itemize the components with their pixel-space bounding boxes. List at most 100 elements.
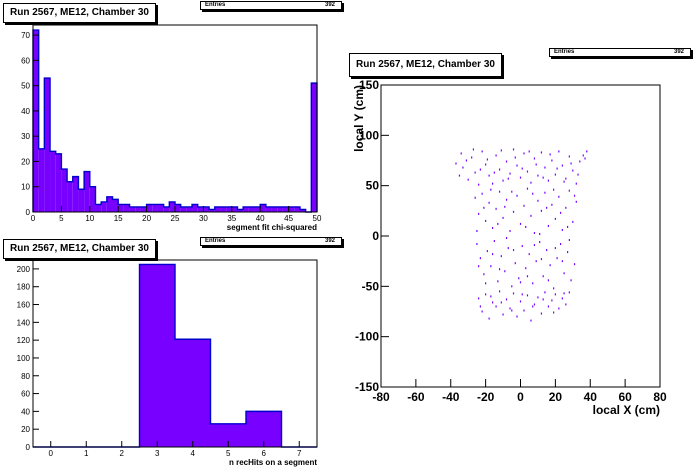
localxy-point (561, 260, 563, 263)
localxy-xtick-label: -40 (442, 390, 460, 404)
localxy-point (519, 281, 522, 284)
chi2-bar (231, 206, 238, 212)
localxy-xtick-label: 20 (549, 390, 563, 404)
chi2-bar (101, 201, 107, 212)
localxy-point (514, 156, 516, 159)
localxy-point (553, 311, 555, 314)
pad-localxy: -80 -60 -40 -20 0 20 40 60 80 -150 -100 -50 0 50 100 15… (344, 0, 696, 472)
localxy-point (554, 247, 556, 250)
localxy-point (492, 226, 494, 229)
localxy-point (498, 168, 501, 171)
localxy-point (537, 199, 539, 202)
localxy-point (526, 170, 529, 173)
localxy-ytick-label: -50 (362, 279, 380, 293)
localxy-point (539, 241, 541, 244)
localxy-point (471, 156, 473, 159)
localxy-point (519, 176, 522, 179)
localxy-point (549, 264, 551, 267)
chi2-xtick-label: 30 (199, 214, 208, 223)
nrechits-xtick-label: 1 (84, 449, 89, 458)
localxy-point (561, 164, 563, 167)
localxy-ytick-label: 50 (366, 179, 380, 193)
localxy-point (526, 294, 529, 297)
localxy-point (462, 166, 464, 169)
localxy-point (525, 267, 527, 270)
chi2-bar (135, 206, 141, 212)
chi2-xtick-label: 5 (59, 214, 64, 223)
localxy-point (573, 194, 576, 197)
localxy-point (458, 174, 461, 177)
localxy-point (575, 200, 577, 203)
chi2-xtick-label: 20 (142, 214, 151, 223)
nrechits-ytick-label: 20 (21, 425, 30, 434)
localxy-point (472, 148, 475, 151)
nrechits-xtick-label: 6 (262, 449, 267, 458)
localxy-point (530, 181, 532, 184)
nrechits-xtick-label: 4 (191, 449, 196, 458)
localxy-point (546, 206, 548, 209)
localxy-point (455, 162, 457, 165)
chi2-xtick-label: 25 (171, 214, 180, 223)
localxy-point (516, 164, 518, 167)
nrechits-xtick-label: 0 (49, 449, 54, 458)
localxy-stats-label: Entries (554, 49, 575, 55)
nrechits-bar (139, 264, 175, 447)
chi2-bar (89, 186, 96, 212)
localxy-point (563, 180, 565, 183)
localxy-point (523, 204, 525, 207)
localxy-point (485, 219, 487, 222)
localxy-point (542, 176, 544, 179)
localxy-point (533, 231, 536, 234)
nrechits-ytick-label: 80 (21, 372, 30, 381)
chi2-bar (197, 206, 204, 212)
chi2-xtick-label: 0 (31, 214, 36, 223)
localxy-ytick-label: -100 (355, 330, 379, 344)
nrechits-ytick-label: 0 (26, 443, 31, 452)
localxy-point (512, 249, 515, 252)
localxy-point (505, 198, 508, 201)
nrechits-xtick-label: 7 (297, 449, 302, 458)
nrechits-bar (210, 423, 246, 447)
localxy-point (479, 305, 481, 308)
localxy-point (540, 258, 543, 261)
chi2-xlabel: segment fit chi-squared (227, 223, 317, 232)
localxy-scatter: -80 -60 -40 -20 0 20 40 60 80 -150 -100 -50 0 50 100 15… (352, 78, 667, 417)
localxy-stats-value: 392 (673, 49, 684, 55)
localxy-point (500, 149, 502, 152)
localxy-xtick-label: -20 (477, 390, 495, 404)
nrechits-ytick-label: 140 (17, 318, 31, 327)
localxy-point (546, 249, 548, 252)
localxy-point (586, 150, 588, 153)
localxy-point (540, 209, 543, 212)
localxy-point (542, 298, 544, 301)
localxy-point (490, 295, 492, 298)
localxy-point (568, 239, 570, 242)
localxy-point (533, 157, 536, 160)
chi2-bar (175, 204, 181, 212)
localxy-xtick-label: 0 (517, 390, 524, 404)
localxy-point (511, 309, 513, 312)
localxy-point (488, 201, 490, 204)
localxy-ytick-label: -150 (355, 380, 379, 394)
localxy-point (481, 192, 483, 195)
localxy-point (479, 257, 481, 260)
localxy-point (481, 150, 483, 153)
localxy-point (490, 265, 492, 268)
chi2-bar (214, 206, 221, 212)
pad-chi2: 0 5 10 15 20 25 30 35 40 45 50 0 10 20 30 40 50 60 70 segme… (0, 0, 342, 240)
localxy-point (532, 282, 534, 285)
localxy-point (565, 177, 567, 180)
localxy-point (558, 195, 560, 198)
localxy-point (551, 299, 553, 302)
chi2-bar (226, 206, 232, 212)
localxy-title: Run 2567, ME12, Chamber 30 (349, 53, 502, 77)
chi2-ytick-label: 50 (21, 82, 30, 91)
localxy-point (532, 192, 534, 195)
localxy-point (551, 159, 553, 162)
nrechits-ytick-label: 100 (17, 354, 31, 363)
localxy-point (584, 157, 586, 160)
localxy-xtick-label: -80 (372, 390, 390, 404)
localxy-point (498, 268, 501, 271)
localxy-point (568, 155, 570, 158)
chi2-xtick-label: 35 (227, 214, 236, 223)
